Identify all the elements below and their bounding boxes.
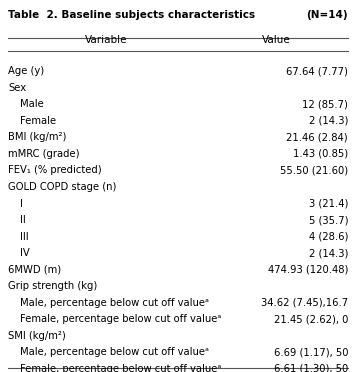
Text: Age (y): Age (y) bbox=[8, 67, 44, 76]
Text: Grip strength (kg): Grip strength (kg) bbox=[8, 281, 98, 291]
Text: Female, percentage below cut off valueᵃ: Female, percentage below cut off valueᵃ bbox=[20, 364, 221, 372]
Text: mMRC (grade): mMRC (grade) bbox=[8, 149, 80, 159]
Text: Female, percentage below cut off valueᵃ: Female, percentage below cut off valueᵃ bbox=[20, 314, 221, 324]
Text: 3 (21.4): 3 (21.4) bbox=[309, 199, 348, 209]
Text: I: I bbox=[20, 199, 23, 209]
Text: Male, percentage below cut off valueᵃ: Male, percentage below cut off valueᵃ bbox=[20, 347, 209, 357]
Text: 6MWD (m): 6MWD (m) bbox=[8, 264, 61, 275]
Text: 5 (35.7): 5 (35.7) bbox=[309, 215, 348, 225]
Text: 21.46 (2.84): 21.46 (2.84) bbox=[287, 132, 348, 142]
Text: Male, percentage below cut off valueᵃ: Male, percentage below cut off valueᵃ bbox=[20, 298, 209, 308]
Text: Sex: Sex bbox=[8, 83, 26, 93]
Text: III: III bbox=[20, 231, 28, 241]
Text: 6.69 (1.17), 50: 6.69 (1.17), 50 bbox=[274, 347, 348, 357]
Text: 2 (14.3): 2 (14.3) bbox=[309, 248, 348, 258]
Text: 2 (14.3): 2 (14.3) bbox=[309, 116, 348, 126]
Text: 4 (28.6): 4 (28.6) bbox=[309, 231, 348, 241]
Text: 1.43 (0.85): 1.43 (0.85) bbox=[293, 149, 348, 159]
Text: 6.61 (1.30), 50: 6.61 (1.30), 50 bbox=[274, 364, 348, 372]
Text: Variable: Variable bbox=[85, 35, 128, 45]
Text: Female: Female bbox=[20, 116, 56, 126]
Text: (N=14): (N=14) bbox=[306, 10, 348, 20]
Text: BMI (kg/m²): BMI (kg/m²) bbox=[8, 132, 67, 142]
Text: GOLD COPD stage (n): GOLD COPD stage (n) bbox=[8, 182, 117, 192]
Text: Male: Male bbox=[20, 99, 43, 109]
Text: FEV₁ (% predicted): FEV₁ (% predicted) bbox=[8, 166, 102, 176]
Text: 67.64 (7.77): 67.64 (7.77) bbox=[286, 67, 348, 76]
Text: 474.93 (120.48): 474.93 (120.48) bbox=[268, 264, 348, 275]
Text: 21.45 (2.62), 0: 21.45 (2.62), 0 bbox=[274, 314, 348, 324]
Text: Table  2. Baseline subjects characteristics: Table 2. Baseline subjects characteristi… bbox=[8, 10, 256, 20]
Text: 55.50 (21.60): 55.50 (21.60) bbox=[280, 166, 348, 176]
Text: 34.62 (7.45),16.7: 34.62 (7.45),16.7 bbox=[261, 298, 348, 308]
Text: II: II bbox=[20, 215, 25, 225]
Text: SMI (kg/m²): SMI (kg/m²) bbox=[8, 331, 66, 341]
Text: 12 (85.7): 12 (85.7) bbox=[302, 99, 348, 109]
Text: IV: IV bbox=[20, 248, 29, 258]
Text: Value: Value bbox=[262, 35, 291, 45]
